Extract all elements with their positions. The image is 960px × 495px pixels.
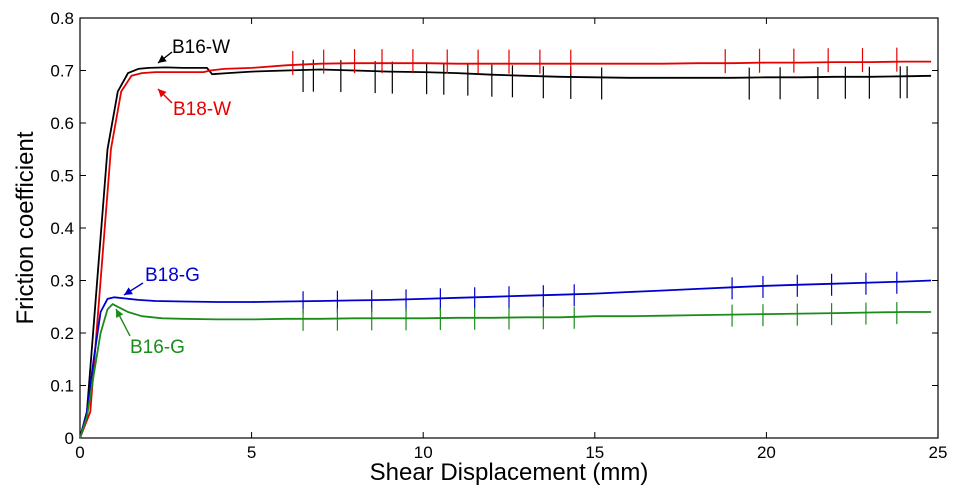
label-arrowhead-b18-g	[124, 287, 133, 295]
label-arrowhead-b16-g	[116, 309, 124, 318]
label-arrowhead-b16-w	[158, 54, 167, 63]
y-tick-label: 0.1	[50, 377, 74, 396]
y-tick-label: 0.5	[50, 167, 74, 186]
y-tick-label: 0.4	[50, 219, 74, 238]
y-tick-label: 0.2	[50, 324, 74, 343]
series-label-b16-w: B16-W	[172, 37, 230, 58]
x-tick-label: 15	[585, 443, 604, 462]
series-labels: B16-W B18-W B18-G B16-G	[115, 37, 231, 358]
series-line-b16-g	[79, 303, 932, 439]
plot-frame	[79, 17, 939, 439]
y-tick-label: 0.7	[50, 62, 74, 81]
x-tick-label: 0	[75, 443, 84, 462]
x-tick-label: 25	[929, 443, 948, 462]
x-tick-label: 10	[414, 443, 433, 462]
series-line-b18-w	[79, 60, 932, 439]
series-line-b18-g	[79, 279, 932, 439]
x-tick-label: 5	[247, 443, 256, 462]
axis-ticks: 0 5 10 15 20 25 0 0.1 0.2 0.3 0.4 0.5 0.6 0.7 0.8	[50, 9, 947, 462]
label-arrowhead-b18-w	[158, 89, 167, 98]
x-axis-label: Shear Displacement (mm)	[370, 459, 649, 486]
series-line-b16-w	[79, 66, 932, 439]
series-label-b18-g: B18-G	[145, 265, 200, 286]
y-tick-label: 0.8	[50, 9, 74, 28]
y-tick-label: 0.6	[50, 114, 74, 133]
x-tick-label: 20	[757, 443, 776, 462]
y-tick-label: 0.3	[50, 272, 74, 291]
series-label-b16-g: B16-G	[130, 337, 185, 358]
y-tick-label: 0	[65, 429, 74, 448]
series-label-b18-w: B18-W	[173, 99, 231, 120]
series-layer	[79, 47, 932, 439]
y-axis-label: Friction coefficient	[12, 131, 39, 324]
